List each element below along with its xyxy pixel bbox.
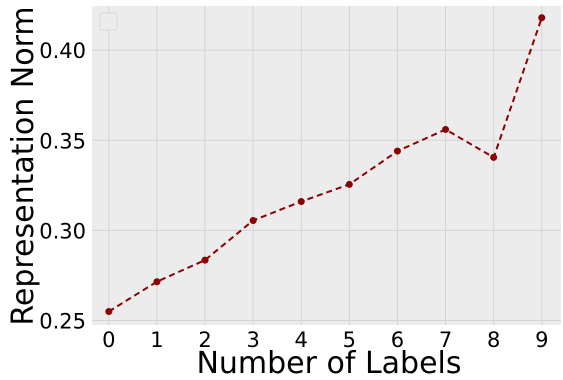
data-point (490, 153, 498, 161)
x-tick-label: 4 (295, 328, 308, 352)
x-tick-label: 5 (343, 328, 356, 352)
x-tick-label: 0 (102, 328, 115, 352)
y-tick-label: 0.25 (39, 309, 86, 333)
x-tick-label: 6 (391, 328, 404, 352)
x-tick-label: 3 (246, 328, 259, 352)
legend-box (99, 12, 118, 31)
x-tick-label: 9 (535, 328, 548, 352)
x-axis-label: Number of Labels (196, 346, 461, 375)
y-tick-label: 0.40 (39, 39, 86, 63)
data-point (201, 256, 209, 264)
plot-area (92, 6, 561, 325)
series-line (108, 17, 543, 313)
grid-lines (92, 6, 561, 325)
y-tick-label: 0.30 (39, 219, 86, 243)
data-point (345, 180, 353, 188)
y-tick-labels: 0.25 0.30 0.35 0.40 (39, 39, 86, 333)
data-point (442, 125, 450, 133)
data-point (153, 278, 161, 286)
data-point (105, 307, 113, 315)
data-point (538, 14, 546, 22)
x-tick-label: 8 (487, 328, 500, 352)
x-tick-label: 2 (198, 328, 211, 352)
y-axis-label: Representation Norm (6, 6, 41, 325)
data-point (249, 216, 257, 224)
series-points (105, 14, 546, 315)
data-point (393, 147, 401, 155)
x-tick-label: 1 (150, 328, 163, 352)
x-tick-labels: 0 1 2 3 4 5 6 7 8 9 (102, 328, 548, 352)
data-point (297, 198, 305, 206)
x-tick-label: 7 (439, 328, 452, 352)
y-tick-label: 0.35 (39, 129, 86, 153)
